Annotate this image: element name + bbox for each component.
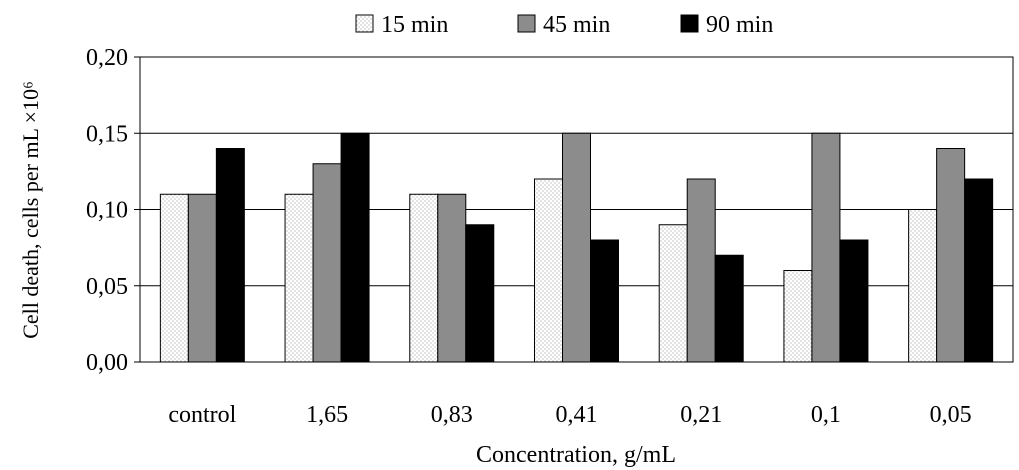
bar-45-min-2 xyxy=(437,193,467,363)
x-tick-label: 0,05 xyxy=(930,402,972,428)
bar-90-min-2 xyxy=(465,224,495,363)
bar-45-min-5 xyxy=(811,132,841,363)
bars xyxy=(159,132,994,363)
y-tick-label: 0,00 xyxy=(86,350,128,376)
y-tick-label: 0,05 xyxy=(86,274,128,300)
legend-swatch xyxy=(680,14,699,33)
x-tick-label: 0,83 xyxy=(431,402,473,428)
x-axis-ticks: control 1,65 0,83 0,41 0,21 0,1 0,05 xyxy=(168,402,971,428)
bar-90-min-4 xyxy=(714,254,744,363)
x-tick-label: 0,21 xyxy=(680,402,722,428)
bar-15-min-5 xyxy=(783,270,813,363)
bar-15-min-1 xyxy=(284,193,314,363)
legend-swatch xyxy=(355,14,374,33)
y-axis-ticks: 0,00 0,05 0,10 0,15 0,20 xyxy=(86,45,140,376)
y-tick-label: 0,10 xyxy=(86,198,128,224)
bar-90-min-5 xyxy=(839,239,869,363)
bar-45-min-1 xyxy=(312,163,342,363)
x-tick-label: 0,41 xyxy=(556,402,598,428)
x-tick-label: control xyxy=(168,402,236,428)
bar-15-min-2 xyxy=(409,193,439,363)
x-tick-label: 0,1 xyxy=(811,402,841,428)
x-axis-title: Concentration, g/mL xyxy=(476,442,676,468)
bar-15-min-6 xyxy=(908,209,938,363)
bar-45-min-3 xyxy=(562,132,591,363)
y-tick-label: 0,15 xyxy=(86,121,128,147)
bar-90-min-0 xyxy=(215,148,245,363)
legend-label: 90 min xyxy=(706,12,773,38)
bar-45-min-4 xyxy=(686,178,716,363)
bar-15-min-4 xyxy=(658,224,688,363)
x-tick-label: 1,65 xyxy=(306,402,348,428)
y-axis-title: Cell death, cells per mL ×10⁶ xyxy=(18,81,43,339)
bar-90-min-3 xyxy=(590,239,619,363)
bar-45-min-6 xyxy=(936,148,966,363)
bar-15-min-0 xyxy=(159,193,189,363)
bar-90-min-6 xyxy=(964,178,994,363)
bar-45-min-0 xyxy=(187,193,217,363)
legend-label: 45 min xyxy=(543,12,610,38)
y-tick-label: 0,20 xyxy=(86,45,128,71)
legend-label: 15 min xyxy=(381,12,448,38)
bar-15-min-3 xyxy=(534,178,563,363)
legend: 15 min 45 min 90 min xyxy=(355,12,773,38)
legend-swatch xyxy=(517,14,536,33)
bar-90-min-1 xyxy=(340,132,370,363)
